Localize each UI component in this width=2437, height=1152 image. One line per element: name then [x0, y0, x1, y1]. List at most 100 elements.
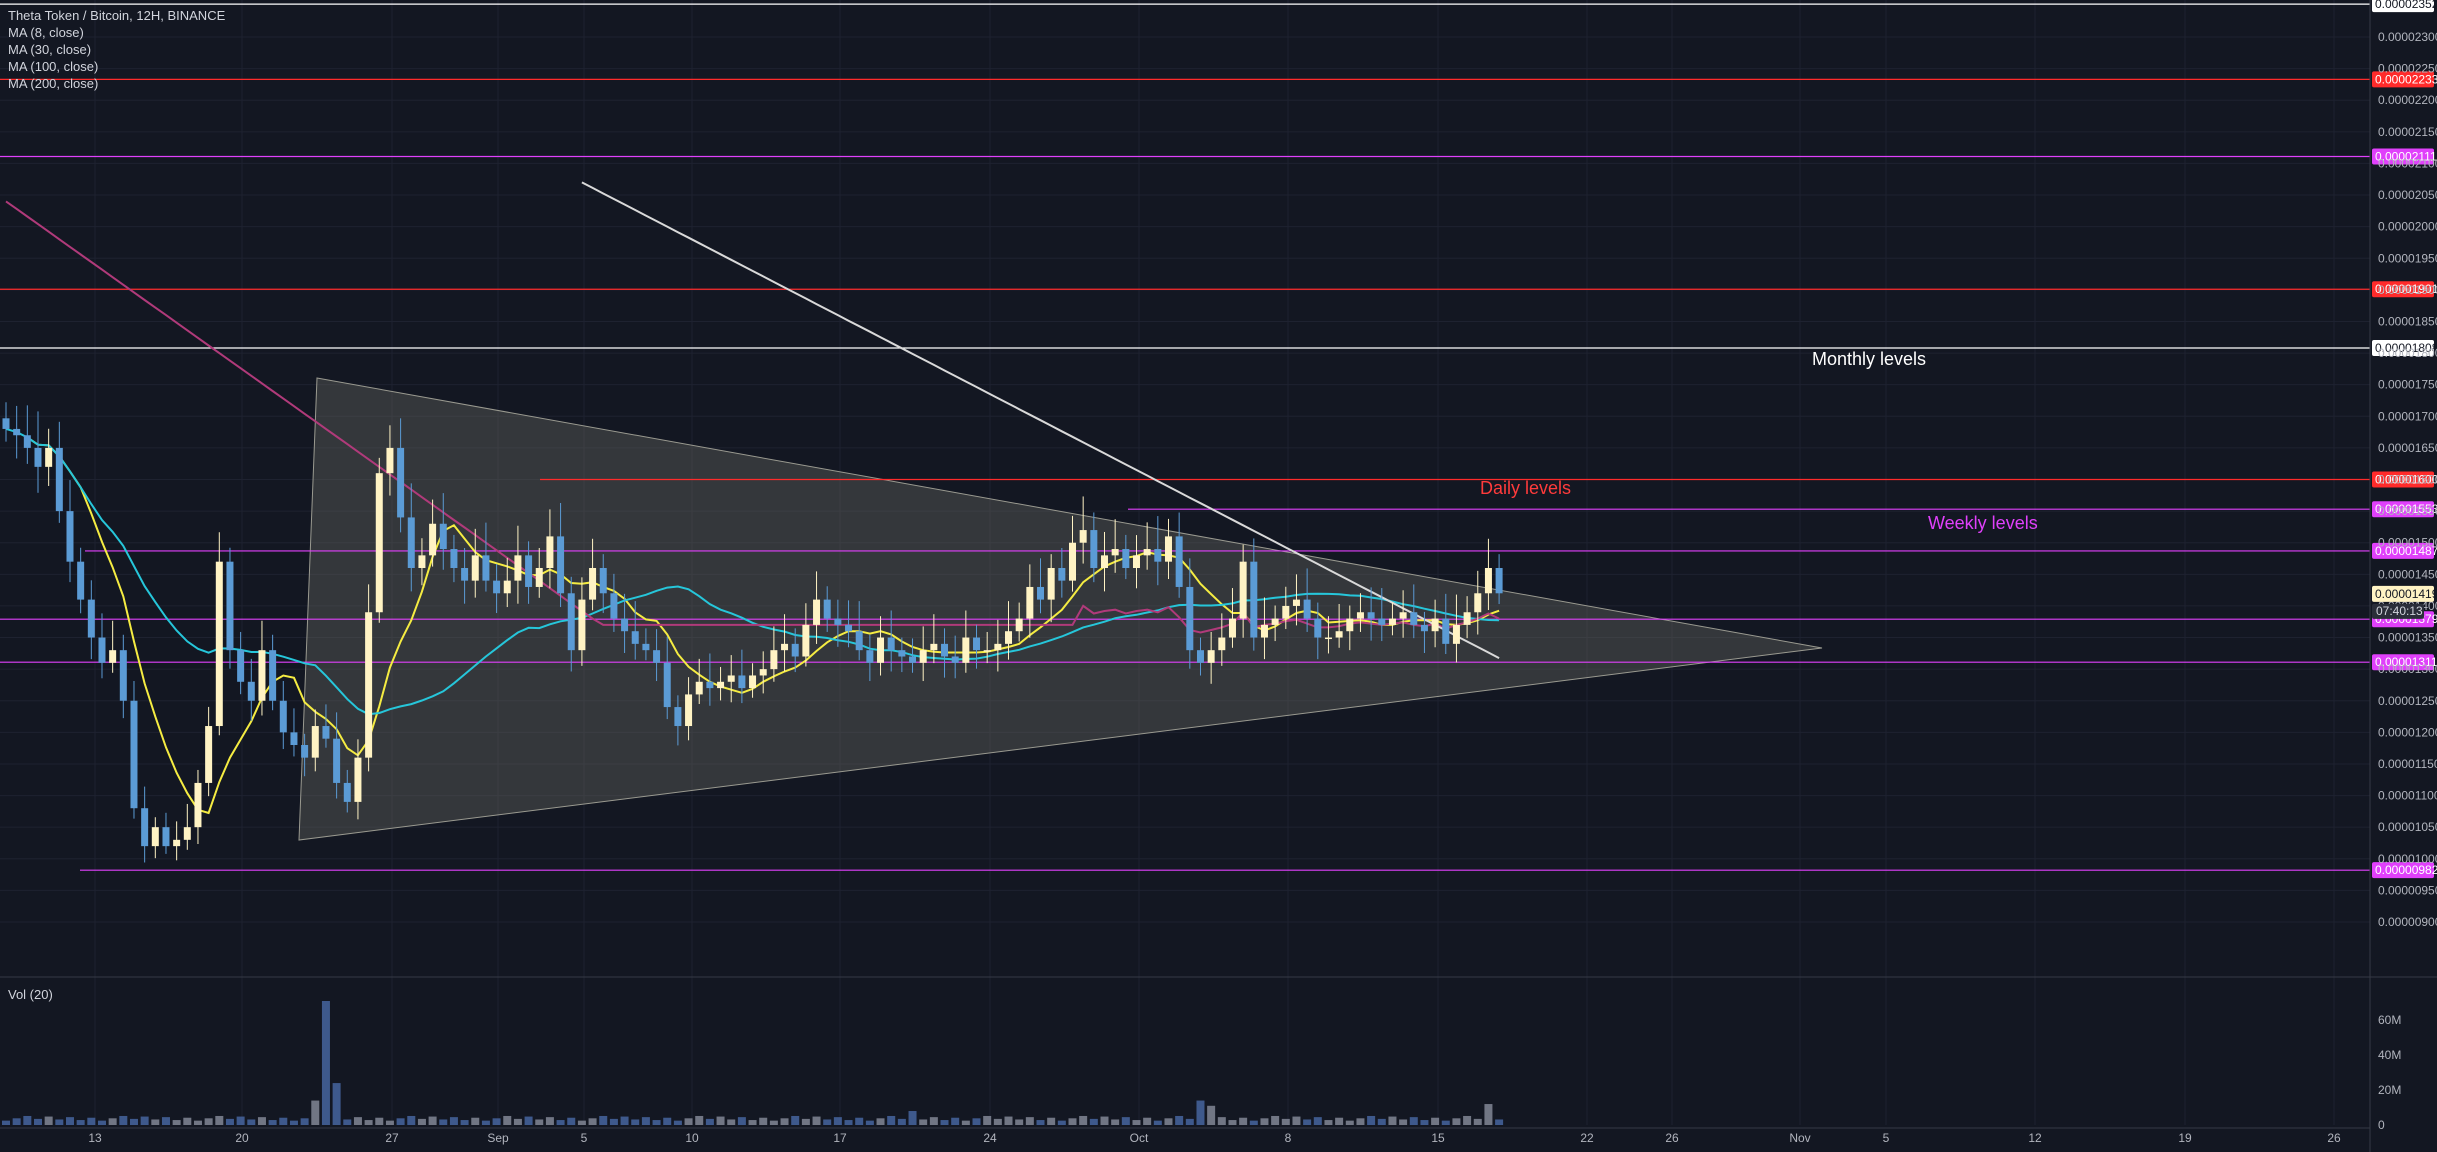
candle-up	[258, 650, 266, 701]
ma30-legend[interactable]: MA (30, close)	[8, 42, 92, 57]
candle-up	[1399, 612, 1407, 619]
chart-legend: Theta Token / Bitcoin, 12H, BINANCE MA (…	[8, 7, 225, 92]
volume-bar	[1409, 1117, 1418, 1125]
countdown-tag	[2372, 603, 2424, 619]
level-price-text: 0.00002352	[2375, 0, 2437, 11]
candle-down	[898, 650, 906, 657]
level-price-text: 0.00002233	[2375, 72, 2437, 86]
level-price-text: 0.00001600	[2375, 473, 2437, 487]
volume-bar	[439, 1119, 448, 1125]
candle-up	[1100, 555, 1108, 568]
candle-up	[535, 568, 543, 587]
volume-bar	[1004, 1116, 1013, 1125]
candle-up	[45, 447, 53, 467]
volume-bars	[2, 1001, 1504, 1125]
level-price-text: 0.00001901	[2375, 282, 2437, 296]
ma200-legend[interactable]: MA (200, close)	[8, 76, 99, 91]
volume-bar	[1217, 1117, 1226, 1125]
price-tick-label: 0.00001750	[2378, 378, 2437, 392]
volume-bar	[1111, 1119, 1120, 1125]
candle-down	[621, 618, 629, 632]
volume-bar	[684, 1118, 693, 1125]
time-tick-label: 8	[1285, 1131, 1292, 1145]
price-tick-label: 0.00001600	[2378, 473, 2437, 487]
symmetrical-triangle-drawing	[298, 377, 1823, 841]
candle-down	[1058, 568, 1066, 581]
volume-bar	[1452, 1118, 1461, 1125]
daily-levels-label: Daily levels	[1480, 478, 1572, 498]
time-tick-label: 19	[2178, 1131, 2192, 1145]
time-tick-label: 12	[2028, 1131, 2042, 1145]
price-tick-label: 0.00002100	[2378, 156, 2437, 170]
volume-bar	[1249, 1120, 1258, 1125]
volume-bar	[631, 1119, 640, 1125]
volume-bar	[257, 1117, 266, 1125]
volume-bar	[844, 1120, 853, 1125]
candle-up	[1335, 631, 1343, 638]
volume-bar	[385, 1120, 394, 1125]
candle-down	[674, 707, 682, 727]
price-tick-label: 0.00001350	[2378, 631, 2437, 645]
price-tick-label: 0.00000900	[2378, 915, 2437, 929]
weekly-levels-label: Weekly levels	[1928, 513, 2038, 533]
volume-bar	[1377, 1118, 1386, 1125]
candle-down	[941, 643, 949, 657]
candle-down	[407, 517, 415, 568]
volume-bar	[727, 1119, 736, 1125]
candle-up	[375, 473, 383, 613]
time-tick-label: 20	[235, 1131, 249, 1145]
price-tick-label: 0.00001950	[2378, 251, 2437, 265]
time-tick-label: 27	[385, 1131, 399, 1145]
candle-up	[151, 827, 159, 847]
volume-bar	[1281, 1118, 1290, 1125]
volume-bar	[620, 1116, 629, 1125]
candle-up	[354, 757, 362, 802]
current-price-tag	[2372, 585, 2434, 602]
candle-down	[557, 536, 565, 594]
level-price-tag	[2372, 471, 2434, 488]
candle-down	[845, 624, 853, 632]
price-tick-label: 0.00001450	[2378, 567, 2437, 581]
candle-down	[322, 726, 330, 739]
volume-bar	[1153, 1120, 1162, 1125]
level-price-tag	[2372, 862, 2434, 879]
candle-down	[439, 523, 447, 550]
volume-bar	[1420, 1120, 1429, 1125]
ma100-legend[interactable]: MA (100, close)	[8, 59, 99, 74]
ma8-legend[interactable]: MA (8, close)	[8, 25, 84, 40]
candle-up	[983, 650, 991, 652]
volume-bar	[1473, 1118, 1482, 1125]
level-price-tag	[2372, 281, 2434, 298]
candle-up	[727, 675, 735, 682]
candle-up	[589, 568, 597, 600]
volume-tick-label: 60M	[2378, 1013, 2401, 1027]
volume-bar	[33, 1118, 42, 1125]
volume-bar	[396, 1118, 405, 1125]
candle-up	[418, 555, 426, 568]
candle-down	[663, 662, 671, 708]
volume-bar	[1100, 1116, 1109, 1125]
monthly-levels-label: Monthly levels	[1812, 349, 1927, 369]
candle-up	[1260, 624, 1268, 638]
volume-bar	[1143, 1117, 1152, 1125]
candle-down	[493, 580, 501, 594]
price-tick-label: 0.00001050	[2378, 820, 2437, 834]
price-tick-label: 0.00002000	[2378, 220, 2437, 234]
candle-down	[13, 428, 21, 436]
candle-down	[706, 681, 714, 689]
volume-bar	[1345, 1120, 1354, 1125]
chart-grid	[0, 0, 2370, 1125]
volume-bar	[289, 1120, 298, 1125]
candle-up	[1079, 530, 1087, 543]
volume-bar	[1185, 1118, 1194, 1125]
volume-bar	[481, 1120, 490, 1125]
volume-legend[interactable]: Vol (20)	[8, 987, 53, 1002]
volume-bar	[1025, 1117, 1034, 1125]
volume-bar	[1196, 1100, 1205, 1125]
candle-down	[1037, 586, 1045, 600]
volume-bar	[524, 1116, 533, 1125]
candle-up	[962, 637, 970, 663]
volume-bar	[1132, 1120, 1141, 1125]
price-tick-label: 0.00001000	[2378, 852, 2437, 866]
